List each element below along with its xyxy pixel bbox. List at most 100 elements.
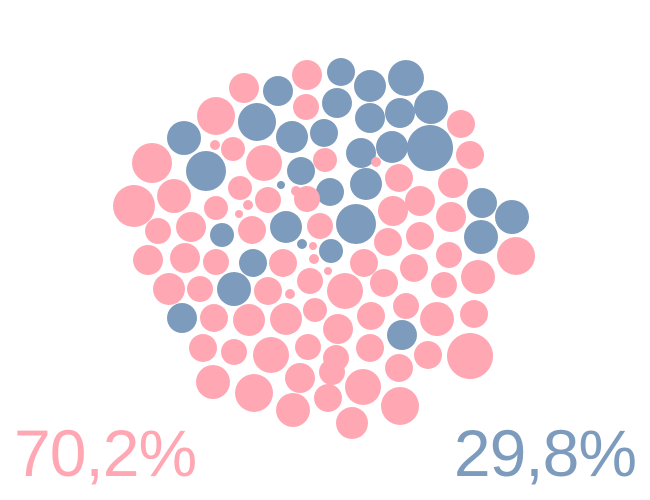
pink-bubble-107 <box>276 393 310 427</box>
pink-bubble-71 <box>497 237 535 275</box>
pink-bubble-108 <box>314 384 342 412</box>
blue-bubble-49 <box>336 204 376 244</box>
pink-bubble-68 <box>400 254 428 282</box>
blue-bubble-30 <box>350 168 382 200</box>
pink-bubble-104 <box>319 359 345 385</box>
blue-bubble-28 <box>287 157 315 185</box>
pink-bubble-92 <box>189 334 217 362</box>
pink-bubble-48 <box>307 213 333 239</box>
pink-bubble-81 <box>285 289 295 299</box>
blue-bubble-1 <box>327 58 355 86</box>
blue-bubble-98 <box>387 320 417 350</box>
pink-bubble-101 <box>196 365 230 399</box>
pink-bubble-20 <box>221 137 245 161</box>
pink-bubble-69 <box>436 242 462 268</box>
blue-bubble-5 <box>263 76 293 106</box>
pink-bubble-89 <box>393 293 419 319</box>
pink-bubble-83 <box>200 304 228 332</box>
blue-bubble-27 <box>186 151 226 191</box>
pink-bubble-72 <box>324 267 332 275</box>
blue-bubble-66 <box>239 249 267 277</box>
pink-bubble-51 <box>436 202 466 232</box>
pink-bubble-26 <box>132 143 172 183</box>
pink-bubble-63 <box>133 245 163 275</box>
pink-bubble-65 <box>203 249 229 275</box>
pink-bubble-6 <box>293 94 319 120</box>
pink-bubble-44 <box>204 196 228 220</box>
pink-bubble-36 <box>157 179 191 213</box>
blue-bubble-29 <box>316 178 344 206</box>
pink-bubble-95 <box>295 334 321 360</box>
pink-bubble-74 <box>187 276 213 302</box>
pink-bubble-39 <box>294 186 320 212</box>
blue-bubble-8 <box>355 103 385 133</box>
pink-bubble-86 <box>303 298 327 322</box>
pink-bubble-11 <box>197 97 235 135</box>
pink-bubble-97 <box>356 334 384 362</box>
blue-bubble-19 <box>167 121 201 155</box>
pink-bubble-4 <box>229 73 259 103</box>
pink-bubble-73 <box>153 273 185 305</box>
pink-bubble-93 <box>221 339 247 365</box>
pink-bubble-31 <box>385 164 413 192</box>
blue-bubble-10 <box>414 90 448 124</box>
pink-bubble-109 <box>336 407 368 439</box>
pink-bubble-67 <box>269 249 297 277</box>
pink-bubble-52 <box>145 218 171 244</box>
blue-bubble-82 <box>167 303 197 333</box>
blue-bubble-15 <box>346 138 376 168</box>
pink-bubble-94 <box>253 337 289 373</box>
blue-bubble-58 <box>297 239 307 249</box>
pink-bubble-40 <box>405 186 435 216</box>
blue-bubble-47 <box>270 211 302 243</box>
pink-bubble-21 <box>210 140 220 150</box>
pink-bubble-100 <box>447 333 493 379</box>
pink-bubble-105 <box>345 369 381 405</box>
blue-bubble-13 <box>276 121 308 153</box>
pink-bubble-22 <box>246 145 282 181</box>
pink-bubble-87 <box>323 314 353 344</box>
pink-bubble-18 <box>456 141 484 169</box>
pink-bubble-77 <box>297 268 323 294</box>
pink-bubble-85 <box>270 303 302 335</box>
pink-bubble-55 <box>238 216 266 244</box>
pink-bubble-0 <box>292 60 322 90</box>
blue-bubble-42 <box>495 200 529 234</box>
pink-bubble-64 <box>170 243 200 273</box>
blue-bubble-24 <box>376 131 408 163</box>
blue-bubble-2 <box>354 70 386 102</box>
blue-bubble-12 <box>238 103 276 141</box>
blue-bubble-14 <box>310 119 338 147</box>
blue-bubble-16 <box>407 125 453 171</box>
pink-bubble-32 <box>438 168 468 198</box>
pink-bubble-79 <box>370 269 398 297</box>
blue-bubble-41 <box>467 188 497 218</box>
pink-bubble-25 <box>371 157 381 167</box>
blue-bubble-34 <box>277 181 285 189</box>
pink-bubble-45 <box>243 200 253 210</box>
blue-bubble-43 <box>464 220 498 254</box>
blue-bubble-7 <box>322 88 352 118</box>
blue-bubble-9 <box>385 98 415 128</box>
pink-bubble-61 <box>350 249 378 277</box>
pink-bubble-59 <box>309 242 317 250</box>
pink-bubble-91 <box>460 300 488 328</box>
pink-bubble-62 <box>374 228 402 256</box>
pink-bubble-76 <box>254 277 282 305</box>
pink-bubble-35 <box>113 185 155 227</box>
pink-share-label: 70,2% <box>14 416 197 490</box>
pink-bubble-88 <box>357 302 385 330</box>
pink-bubble-60 <box>309 254 319 264</box>
blue-bubble-3 <box>388 60 424 96</box>
blue-bubble-75 <box>217 272 251 306</box>
pink-bubble-46 <box>235 210 243 218</box>
pink-bubble-110 <box>381 387 419 425</box>
pink-bubble-80 <box>431 272 457 298</box>
pink-bubble-103 <box>285 363 315 393</box>
pink-bubble-90 <box>420 302 454 336</box>
pink-bubble-17 <box>447 110 475 138</box>
pink-bubble-50 <box>378 196 408 226</box>
blue-bubble-57 <box>319 239 343 263</box>
pink-bubble-53 <box>176 212 206 242</box>
